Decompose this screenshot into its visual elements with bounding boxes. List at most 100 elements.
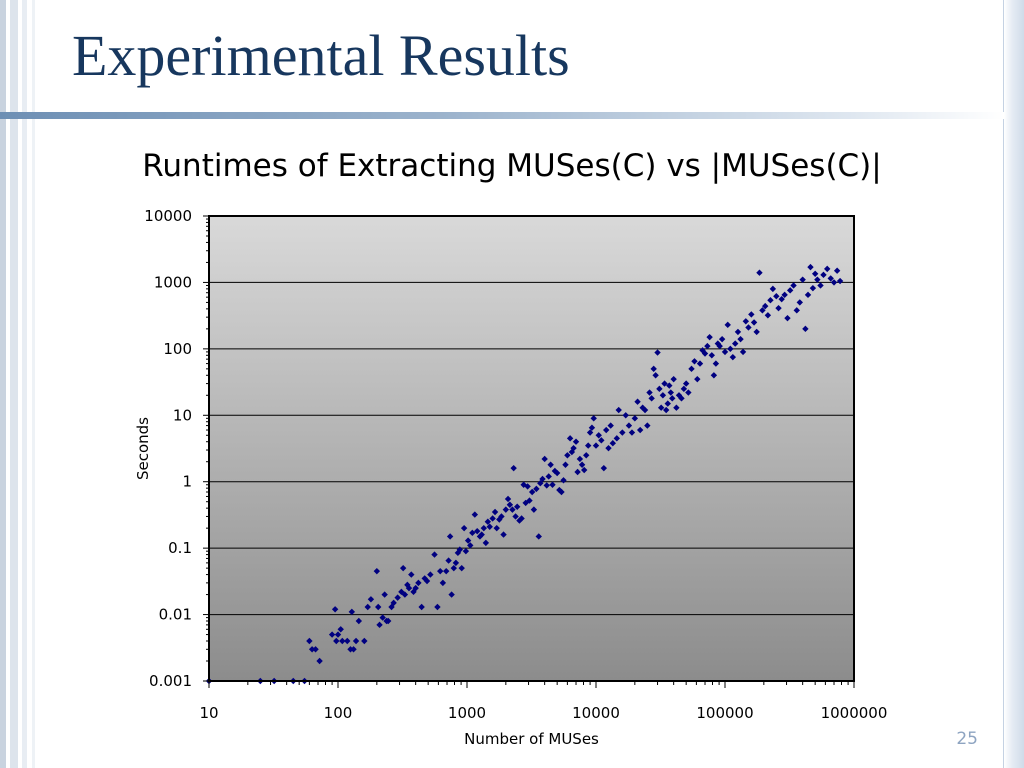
x-axis-label: Number of MUSes bbox=[464, 730, 599, 748]
data-point bbox=[333, 637, 340, 645]
data-point bbox=[584, 442, 592, 449]
data-point bbox=[644, 422, 651, 429]
data-point bbox=[576, 455, 584, 463]
data-point bbox=[566, 435, 574, 442]
data-point bbox=[469, 529, 476, 537]
data-point bbox=[673, 404, 680, 411]
data-point bbox=[476, 533, 484, 540]
data-point bbox=[682, 380, 690, 387]
data-point bbox=[484, 518, 492, 525]
y-tick-label: 10 bbox=[173, 406, 192, 424]
data-point bbox=[572, 438, 580, 445]
data-point bbox=[756, 269, 763, 276]
data-point bbox=[361, 637, 368, 645]
data-point bbox=[390, 599, 397, 607]
data-point bbox=[706, 333, 713, 341]
data-point bbox=[373, 567, 381, 575]
data-point bbox=[775, 304, 782, 312]
data-point bbox=[659, 392, 667, 399]
data-point bbox=[458, 564, 465, 572]
data-point bbox=[680, 385, 688, 393]
data-point bbox=[592, 442, 600, 449]
data-point bbox=[802, 325, 809, 333]
data-point bbox=[716, 342, 723, 350]
data-point bbox=[767, 297, 774, 304]
data-point bbox=[437, 567, 444, 575]
data-point bbox=[745, 324, 752, 331]
data-point bbox=[781, 291, 788, 299]
data-point bbox=[708, 352, 715, 359]
data-point bbox=[613, 435, 621, 442]
data-point bbox=[654, 349, 661, 356]
data-point bbox=[807, 263, 814, 271]
data-point bbox=[528, 488, 536, 496]
data-point bbox=[784, 314, 791, 322]
data-point bbox=[694, 375, 701, 383]
data-point bbox=[773, 293, 780, 300]
data-point bbox=[518, 515, 525, 522]
data-point bbox=[467, 542, 474, 549]
data-point bbox=[811, 270, 819, 277]
data-point bbox=[699, 347, 706, 354]
data-point bbox=[418, 603, 425, 611]
data-point bbox=[410, 588, 417, 596]
data-point bbox=[600, 464, 608, 472]
data-point bbox=[628, 429, 636, 436]
data-point bbox=[308, 646, 316, 653]
data-point bbox=[398, 588, 405, 596]
data-point bbox=[830, 279, 838, 286]
data-point bbox=[405, 584, 413, 592]
data-point bbox=[657, 404, 665, 411]
data-point bbox=[836, 277, 844, 285]
data-point bbox=[399, 564, 407, 572]
data-point bbox=[564, 452, 571, 459]
data-point bbox=[667, 389, 674, 396]
data-point bbox=[498, 513, 505, 520]
data-point bbox=[666, 382, 673, 389]
x-tick-label: 10000 bbox=[572, 704, 620, 722]
slide-title: Experimental Results bbox=[72, 23, 570, 88]
data-point bbox=[796, 299, 803, 306]
data-point bbox=[526, 497, 533, 504]
data-point bbox=[619, 429, 626, 436]
y-tick-label: 1000 bbox=[154, 273, 192, 291]
data-point bbox=[580, 466, 588, 474]
data-point bbox=[696, 360, 704, 367]
data-point bbox=[352, 637, 360, 645]
data-point bbox=[710, 372, 718, 379]
data-point bbox=[675, 392, 683, 399]
data-point bbox=[631, 415, 639, 422]
data-point bbox=[348, 608, 356, 616]
data-point bbox=[625, 422, 633, 429]
data-point bbox=[762, 302, 769, 310]
data-point bbox=[583, 452, 590, 459]
data-point bbox=[732, 340, 739, 347]
data-point bbox=[493, 524, 500, 532]
data-point bbox=[827, 275, 834, 282]
data-point bbox=[562, 461, 569, 468]
data-point bbox=[547, 461, 554, 468]
data-point bbox=[535, 533, 542, 540]
data-point bbox=[478, 531, 485, 538]
data-point bbox=[704, 342, 711, 350]
data-point bbox=[662, 406, 670, 414]
data-point bbox=[339, 637, 346, 645]
data-point bbox=[510, 464, 517, 472]
data-point bbox=[748, 311, 755, 318]
data-point bbox=[786, 287, 794, 294]
data-point bbox=[669, 395, 676, 402]
x-axis: 10 100 1000 10000 100000 1000000 bbox=[199, 681, 887, 722]
data-point bbox=[421, 575, 428, 582]
right-decorative-bar bbox=[1003, 0, 1024, 768]
chart-title: Runtimes of Extracting MUSes(C) vs |MUSe… bbox=[142, 148, 882, 184]
data-point bbox=[646, 389, 653, 396]
data-point bbox=[480, 524, 488, 532]
data-point bbox=[482, 539, 490, 547]
data-point bbox=[639, 404, 646, 411]
data-point bbox=[316, 657, 323, 665]
data-point bbox=[622, 412, 629, 419]
data-point bbox=[404, 581, 411, 589]
data-point bbox=[664, 400, 671, 407]
data-point bbox=[790, 282, 797, 289]
